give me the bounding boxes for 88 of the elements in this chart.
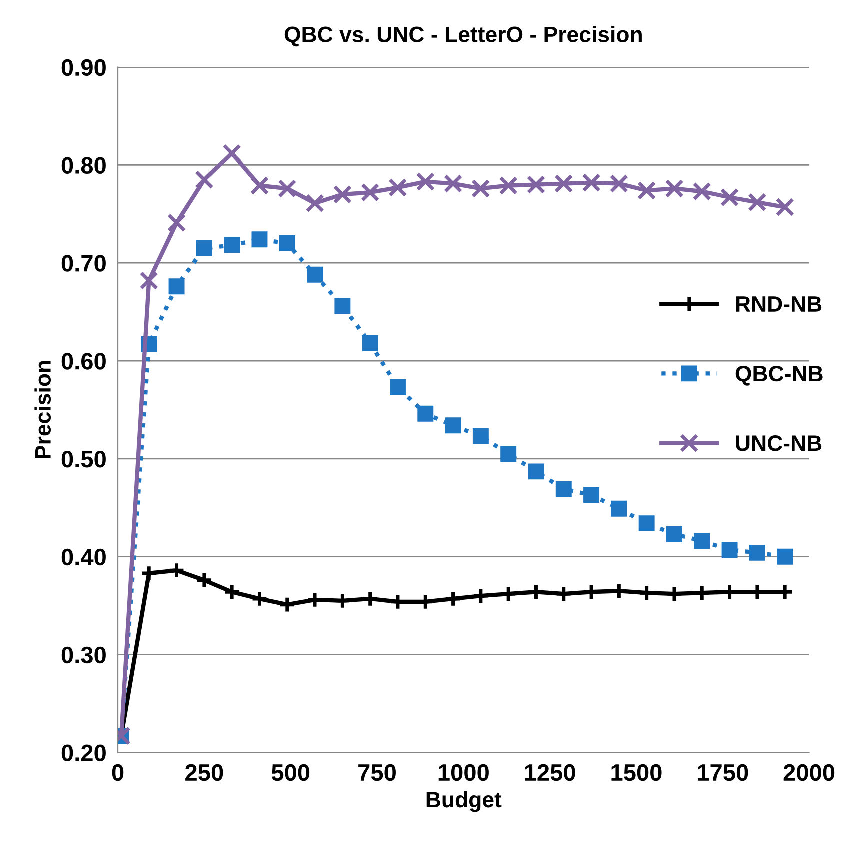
- point: [500, 585, 518, 603]
- point: [748, 193, 767, 212]
- point: [334, 592, 352, 610]
- point: [224, 238, 240, 254]
- point: [749, 544, 766, 561]
- point: [472, 587, 490, 605]
- point: [694, 533, 710, 550]
- x-tick-label: 1000: [438, 764, 489, 782]
- point: [666, 526, 682, 542]
- point: [637, 181, 656, 200]
- x-tick-label: 2000: [784, 764, 835, 782]
- point: [195, 170, 214, 190]
- point: [556, 481, 572, 498]
- x-tick-label: 500: [272, 764, 310, 782]
- point: [638, 516, 655, 532]
- point: [250, 176, 270, 196]
- point: [140, 271, 158, 290]
- x-tick-label: 0: [112, 764, 124, 782]
- point: [777, 548, 794, 565]
- point: [196, 572, 214, 590]
- point: [333, 185, 352, 204]
- point: [611, 500, 628, 517]
- point: [472, 179, 490, 198]
- point: [306, 194, 324, 213]
- y-tick-label: 0.70: [62, 255, 106, 272]
- legend-label: RND-NB: [736, 296, 822, 312]
- y-axis-title: Precision: [34, 361, 52, 459]
- point: [582, 173, 601, 192]
- point: [638, 584, 656, 602]
- x-tick-label: 1750: [698, 764, 748, 782]
- point: [416, 172, 436, 192]
- point: [555, 585, 573, 603]
- point: [776, 198, 794, 217]
- x-tick-label: 1500: [612, 764, 662, 782]
- point: [168, 278, 185, 295]
- point: [693, 584, 711, 602]
- x-tick-label: 1250: [525, 764, 576, 782]
- point: [360, 183, 380, 202]
- point: [500, 446, 517, 462]
- point: [196, 240, 212, 256]
- point: [390, 379, 406, 396]
- point: [584, 487, 600, 504]
- point: [444, 174, 463, 194]
- point: [306, 591, 324, 609]
- point: [388, 178, 408, 198]
- y-tick-label: 0.30: [62, 646, 106, 664]
- y-tick-label: 0.60: [62, 353, 106, 370]
- legend-label: UNC-NB: [736, 436, 822, 452]
- point: [472, 428, 489, 444]
- point: [307, 266, 324, 283]
- point: [722, 542, 738, 558]
- point: [140, 564, 158, 582]
- chart-title: QBC vs. UNC - LetterO - Precision: [284, 26, 642, 47]
- y-tick-label: 0.20: [62, 744, 106, 762]
- x-tick-label: 250: [186, 764, 224, 782]
- point: [252, 232, 268, 248]
- point: [444, 590, 462, 608]
- y-tick-label: 0.90: [62, 59, 106, 76]
- point: [167, 214, 186, 232]
- point: [528, 464, 544, 480]
- point: [418, 406, 434, 422]
- point: [526, 175, 546, 194]
- point: [222, 144, 242, 163]
- point: [610, 582, 628, 600]
- point: [362, 335, 378, 352]
- point: [279, 236, 296, 252]
- point: [223, 583, 241, 601]
- point: [168, 562, 186, 580]
- point: [554, 174, 574, 194]
- point: [666, 585, 684, 603]
- point: [362, 590, 380, 608]
- x-tick-label: 750: [358, 764, 396, 782]
- y-tick-label: 0.80: [62, 157, 106, 174]
- point: [610, 174, 629, 194]
- point: [251, 590, 268, 608]
- point: [445, 418, 462, 434]
- point: [278, 179, 297, 198]
- point: [334, 298, 351, 314]
- point: [692, 182, 712, 202]
- y-tick-label: 0.50: [62, 451, 106, 468]
- point: [665, 179, 684, 198]
- y-tick-label: 0.40: [62, 548, 106, 566]
- point: [499, 176, 518, 196]
- point: [528, 583, 545, 601]
- point: [278, 596, 296, 614]
- legend-label: QBC-NB: [736, 366, 823, 386]
- x-axis-title: Budget: [426, 791, 502, 812]
- point: [720, 188, 740, 207]
